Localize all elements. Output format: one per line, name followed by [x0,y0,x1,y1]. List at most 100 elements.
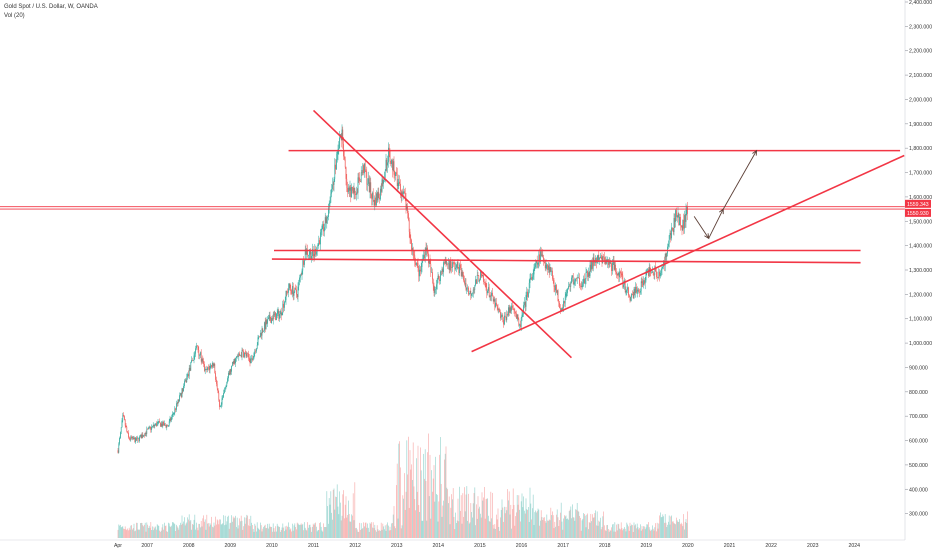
volume-bar [653,530,655,538]
volume-bar [384,525,386,538]
candle-body [370,182,372,195]
volume-bar [139,529,140,538]
candle-body [431,272,432,273]
candle-body [311,256,312,260]
candle-body [124,419,126,426]
volume-bar [610,530,612,538]
candle-body [547,264,548,270]
time-tick-label: 2010 [266,543,278,549]
volume-bar [447,489,448,538]
candle-body [444,262,445,264]
volume-bar [141,522,143,538]
price-axis[interactable]: 2,400.000 2,300.000 2,200.000 2,100.000 2,00… [904,0,932,540]
candle-body [460,268,462,277]
time-tick-label: 2021 [724,543,736,549]
volume-bar [569,509,571,538]
candle-body [148,427,150,428]
candle-body [360,181,361,182]
volume-bar [657,528,659,538]
candle-body [367,183,368,185]
volume-bar [316,531,318,538]
volume-bar [650,531,652,538]
volume-bar [564,516,566,538]
volume-bar [194,514,196,538]
candle-body [529,278,531,283]
candle-body [214,364,216,374]
volume-bar [348,514,350,538]
volume-bar [325,527,327,538]
volume-bar [324,527,326,538]
candle-body [597,254,599,260]
candle-body [626,289,628,291]
volume-bar [440,437,441,538]
candle-body [587,271,588,277]
candle-body [347,187,348,193]
volume-bar [672,521,673,538]
candle-body [650,272,652,274]
candle-body [282,303,284,314]
candle-body [517,314,519,319]
volume-bar [202,518,204,538]
volume-bar [218,524,220,538]
volume-bar [654,527,656,538]
volume-bar [366,527,368,538]
candle-body [365,171,367,172]
volume-bar [529,487,531,538]
volume-bar [349,521,351,538]
volume-bar [464,511,466,538]
price-label-text: 1559.343 [907,202,929,208]
volume-title[interactable]: Vol (20) [4,13,25,19]
candle-body [615,264,616,272]
candle-body [184,381,185,387]
candle-body [649,267,651,273]
candle-body [188,374,189,377]
price-tick-label: 400.000 [909,487,928,493]
symbol-title[interactable]: Gold Spot / U.S. Dollar, W, OANDA [4,4,98,10]
volume-bar [540,510,542,538]
volume-bar [452,488,454,538]
time-axis[interactable]: Apr 2007 2008 2009 2010 2011 2012 2013 2014 2015 2… [0,539,905,549]
candle-body [524,302,526,307]
volume-bar [230,522,232,538]
candle-body [264,322,266,330]
volume-bar [640,530,642,538]
volume-bar [373,528,375,538]
candle-body [164,423,165,426]
candle-body [636,286,637,293]
volume-bar [552,511,553,538]
volume-bar [341,515,343,538]
candle-body [170,418,172,421]
volume-bar [624,528,626,538]
candle-body [252,358,253,361]
volume-bar [512,488,514,538]
volume-bar [356,527,357,538]
volume-bar [428,433,429,538]
candle-body [141,434,143,439]
volume-bar [200,527,201,538]
volume-bar [144,524,145,538]
volume-bar [609,529,611,538]
candle-body [195,348,196,354]
candle-body [414,255,416,263]
candle-body [190,362,192,371]
volume-bar [632,531,634,538]
volume-bar [336,497,337,538]
volume-bar [435,456,436,538]
volume-bar [156,524,158,538]
volume-bar [456,520,458,538]
candle-body [121,420,123,428]
candle-body [359,177,360,182]
volume-bar [167,531,168,538]
candle-body [521,314,523,318]
volume-bar [120,527,122,538]
candle-body [289,283,291,288]
candle-body [538,254,540,264]
volume-bar [352,515,353,538]
volume-bar [678,522,680,538]
candle-body [648,269,649,276]
candle-body [616,274,618,276]
volume-bar [455,512,456,538]
candle-body [292,285,293,294]
volume-bar [675,524,676,538]
